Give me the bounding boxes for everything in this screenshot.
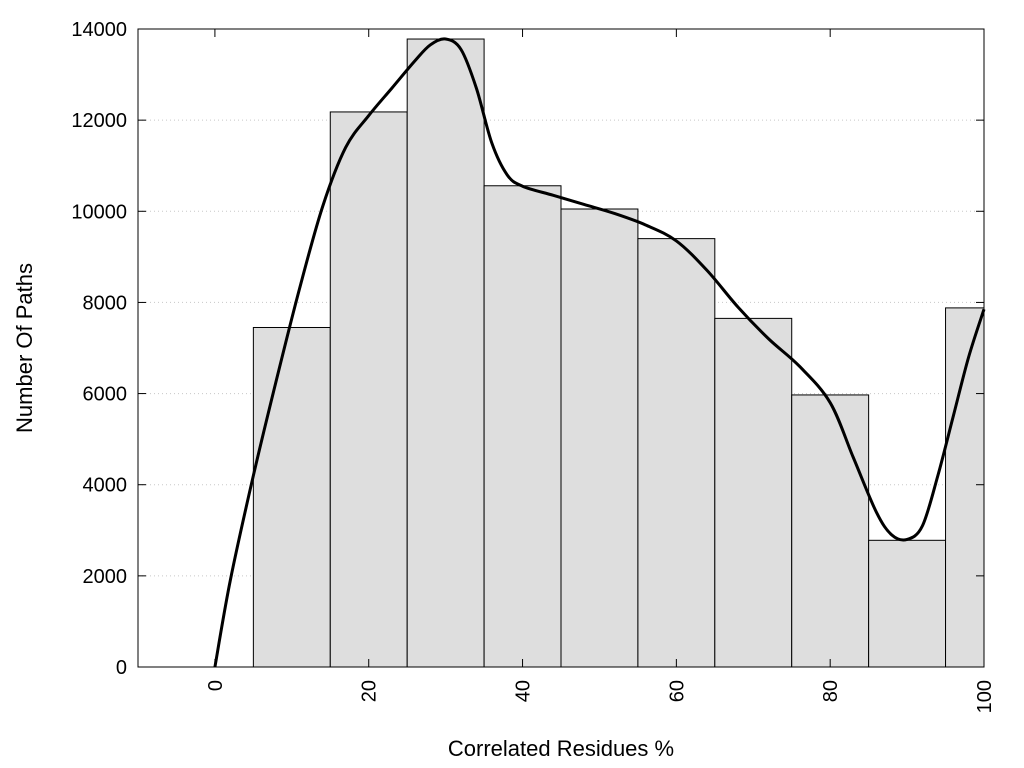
x-axis-ticks: 0 20 40 60 80 100 [205,29,996,713]
x-tick-label: 80 [820,680,842,702]
y-tick-label: 4000 [83,475,128,497]
density-curve-layer [213,37,986,668]
y-tick-label: 14000 [71,19,127,41]
x-tick-label: 40 [513,680,535,702]
x-tick-label: 20 [359,680,381,702]
x-tick-label: 60 [666,680,688,702]
x-tick-label: 100 [974,680,996,713]
histogram-bar-50 [560,208,639,668]
y-axis-title: Number Of Paths [12,263,37,433]
y-tick-label: 2000 [83,566,128,588]
histogram-bar-70 [714,317,793,668]
y-tick-label: 10000 [71,201,127,223]
y-tick-label: 8000 [83,292,128,314]
histogram-bars [252,38,985,668]
histogram-bar-40 [483,185,562,668]
y-tick-label: 0 [116,657,127,679]
y-tick-label: 12000 [71,110,127,132]
y-axis-ticks: 0 2000 4000 6000 8000 10000 12000 14000 [71,19,984,679]
histogram-bar-60 [637,238,716,668]
x-axis-title: Correlated Residues % [448,736,674,761]
histogram-bar-90 [868,539,947,668]
x-tick-label: 0 [205,680,227,691]
histogram-bar-10 [252,326,331,668]
density-curve [213,37,986,668]
histogram-bar-20 [329,111,408,668]
histogram-bar-80 [791,394,870,668]
plot-area-frame [137,28,985,668]
histogram-bar-100 [945,307,985,668]
histogram-bar-30 [406,38,485,668]
y-tick-label: 6000 [83,384,128,406]
